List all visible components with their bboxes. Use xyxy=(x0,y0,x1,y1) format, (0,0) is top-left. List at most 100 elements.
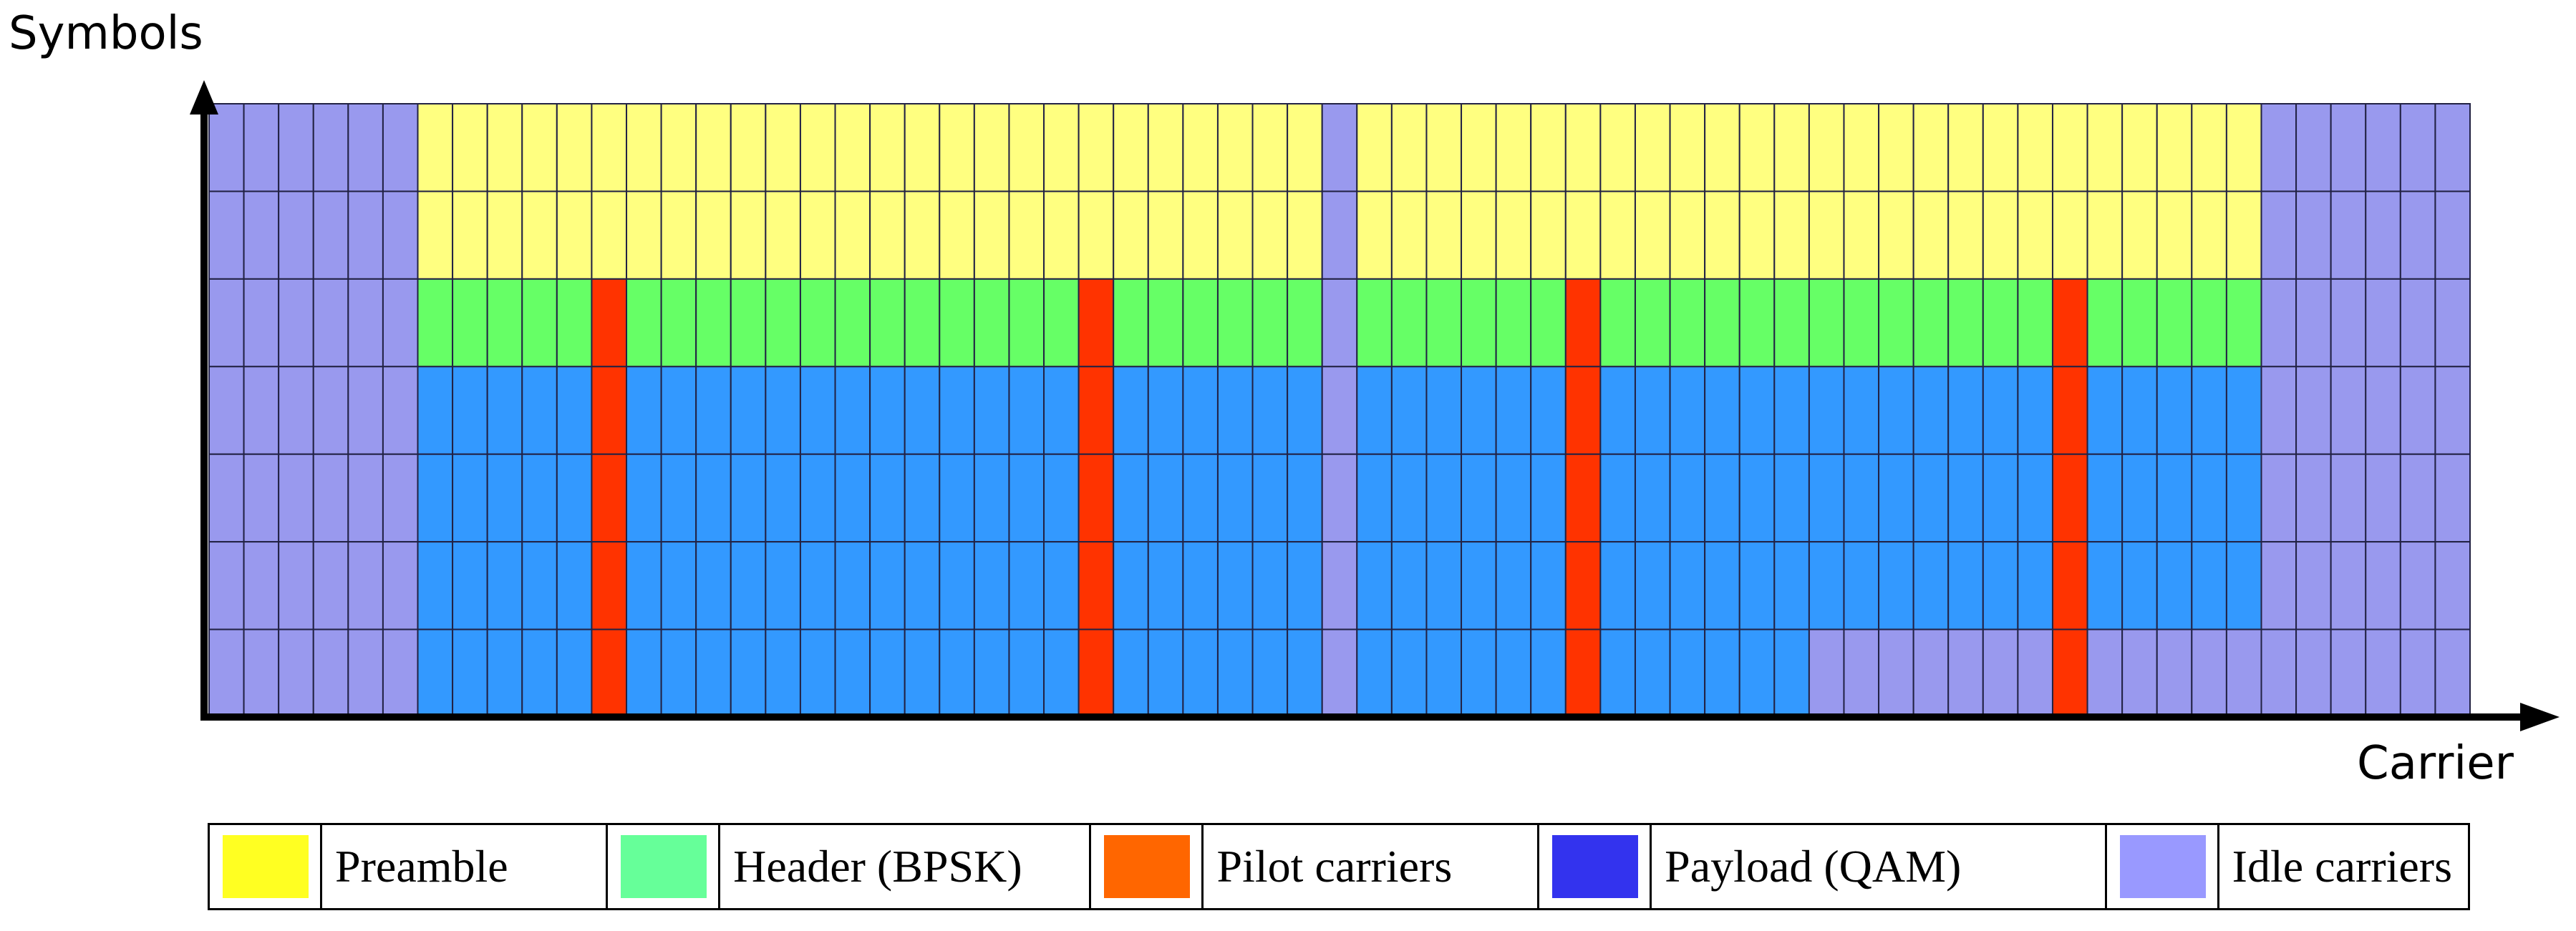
payload-cell xyxy=(939,366,975,455)
payload-cell xyxy=(695,628,732,718)
idle-cell xyxy=(2434,366,2471,455)
header-cell xyxy=(1043,278,1080,368)
idle-cell xyxy=(1912,628,1950,718)
idle-cell xyxy=(2330,190,2367,280)
header-cell xyxy=(1147,278,1184,368)
preamble-cell xyxy=(2121,190,2158,280)
payload-cell xyxy=(1843,366,1880,455)
idle-cell xyxy=(2156,628,2193,718)
header-cell xyxy=(2121,278,2158,368)
preamble-cell xyxy=(2017,103,2053,192)
payload-cell xyxy=(556,453,593,543)
idle-cell xyxy=(2295,366,2332,455)
header-cell xyxy=(1356,278,1393,368)
payload-cell xyxy=(1425,628,1463,718)
payload-cell xyxy=(939,541,975,630)
legend-divider xyxy=(1201,825,1204,908)
idle-cell xyxy=(312,190,349,280)
idle-cell xyxy=(208,628,245,718)
idle-cell xyxy=(2365,541,2401,630)
payload-cell xyxy=(1947,366,1984,455)
preamble-cell xyxy=(1947,190,1984,280)
header-cell xyxy=(1495,278,1532,368)
payload-cell xyxy=(626,541,662,630)
header-cell xyxy=(2191,278,2227,368)
payload-cell xyxy=(1425,366,1463,455)
payload-cell xyxy=(904,628,941,718)
preamble-cell xyxy=(556,103,593,192)
payload-cell xyxy=(1287,453,1323,543)
payload-cell xyxy=(1356,453,1393,543)
idle-cell xyxy=(1321,628,1358,718)
idle-cell xyxy=(312,278,349,368)
payload-cell xyxy=(834,453,871,543)
payload-cell xyxy=(799,541,836,630)
preamble-cell xyxy=(1947,103,1984,192)
header-cell xyxy=(695,278,732,368)
payload-cell xyxy=(765,366,801,455)
payload-cell xyxy=(695,541,732,630)
idle-cell xyxy=(2260,103,2297,192)
payload-cell xyxy=(1843,541,1880,630)
payload-cell xyxy=(1530,541,1567,630)
payload-cell xyxy=(2121,366,2158,455)
preamble-cell xyxy=(1843,103,1880,192)
header-cell xyxy=(973,278,1010,368)
payload-cell xyxy=(1808,366,1845,455)
preamble-cell xyxy=(2051,103,2088,192)
header-cell xyxy=(486,278,523,368)
idle-cell xyxy=(2434,190,2471,280)
axes xyxy=(190,80,2560,731)
idle-cell xyxy=(2399,453,2436,543)
preamble-cell xyxy=(521,190,558,280)
payload-cell xyxy=(1738,628,1776,718)
payload-cell xyxy=(1634,628,1671,718)
payload-cell xyxy=(1008,628,1045,718)
preamble-cell xyxy=(1773,103,1810,192)
preamble-cell xyxy=(1843,190,1880,280)
resource-grid xyxy=(208,103,2471,718)
idle-cell xyxy=(1982,628,2019,718)
payload-cell xyxy=(1808,453,1845,543)
payload-cell xyxy=(1530,628,1567,718)
payload-cell xyxy=(1738,366,1776,455)
payload-cell xyxy=(1216,453,1254,543)
payload-cell xyxy=(556,628,593,718)
idle-cell xyxy=(208,190,245,280)
pilot-cell xyxy=(591,278,628,368)
payload-cell xyxy=(1495,628,1532,718)
idle-cell xyxy=(208,541,245,630)
header-cell xyxy=(521,278,558,368)
pilot-cell xyxy=(2051,541,2088,630)
idle-cell xyxy=(1321,453,1358,543)
payload-cell xyxy=(1461,366,1497,455)
idle-cell xyxy=(278,541,314,630)
idle-cell xyxy=(347,453,384,543)
legend-item-pilot: Pilot carriers xyxy=(1091,825,1540,908)
idle-cell xyxy=(243,628,280,718)
payload-cell xyxy=(486,541,523,630)
payload-cell xyxy=(695,453,732,543)
payload-cell xyxy=(1043,541,1080,630)
pilot-cell xyxy=(1564,278,1602,368)
header-cell xyxy=(2017,278,2053,368)
payload-cell xyxy=(2156,453,2193,543)
payload-cell xyxy=(1634,453,1671,543)
preamble-cell xyxy=(1425,190,1463,280)
header-cell xyxy=(869,278,906,368)
header-cell xyxy=(660,278,697,368)
payload-cell xyxy=(973,366,1010,455)
legend: Preamble Header (BPSK) Pilot carriers Pa… xyxy=(208,823,2470,910)
preamble-cell xyxy=(869,103,906,192)
legend-item-idle: Idle carriers xyxy=(2107,825,2468,908)
header-cell xyxy=(834,278,871,368)
payload-cell xyxy=(2225,541,2262,630)
preamble-cell xyxy=(869,190,906,280)
preamble-cell xyxy=(1878,103,1914,192)
payload-cell xyxy=(1287,366,1323,455)
preamble-cell xyxy=(2086,190,2124,280)
payload-cell xyxy=(1704,541,1740,630)
header-cell xyxy=(452,278,488,368)
preamble-cell xyxy=(1704,190,1740,280)
payload-cell xyxy=(660,453,697,543)
